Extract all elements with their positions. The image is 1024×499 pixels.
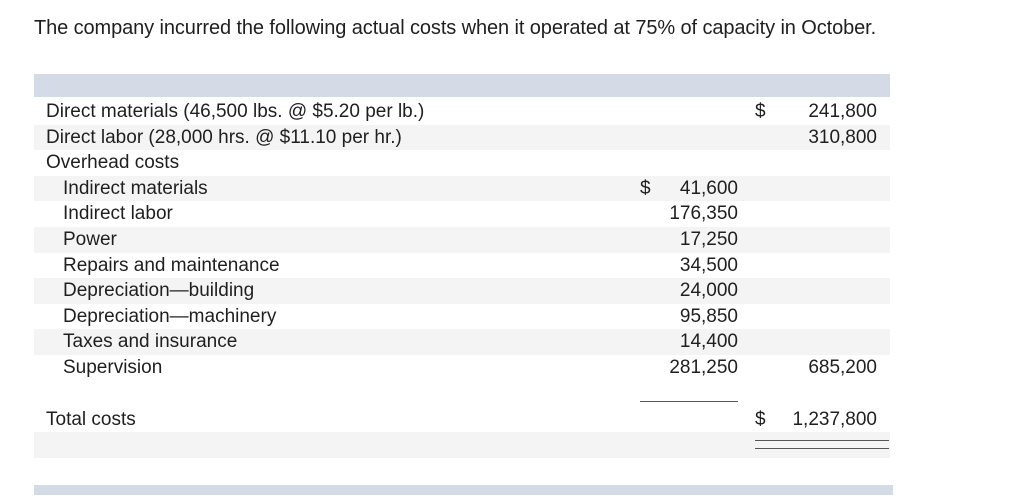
intro-text: The company incurred the following actua… <box>34 17 877 39</box>
total-double-underline-bottom <box>755 447 889 449</box>
row-label: Depreciation—machinery <box>63 305 277 327</box>
table-row-depreciation-building: Depreciation—building 24,000 <box>34 278 890 304</box>
row-label: Taxes and insurance <box>63 331 238 353</box>
total-amount: 1,237,800 <box>792 408 877 430</box>
table-header-band <box>34 74 890 97</box>
table-row-total-costs: Total costs $ 1,237,800 <box>34 407 890 449</box>
row-amount-detail: 34,500 <box>679 254 738 276</box>
table-footer-band <box>34 485 893 495</box>
row-amount-total: 685,200 <box>808 356 877 378</box>
row-label: Repairs and maintenance <box>63 254 280 276</box>
table-row-overhead-heading: Overhead costs <box>34 150 890 176</box>
row-amount-detail: 24,000 <box>679 280 738 302</box>
total-double-underline-top <box>755 439 889 441</box>
subtotal-rule-row <box>34 381 890 407</box>
row-amount-detail: 14,400 <box>679 331 738 353</box>
table-row-taxes-insurance: Taxes and insurance 14,400 <box>34 329 890 355</box>
cost-table: Direct materials (46,500 lbs. @ $5.20 pe… <box>34 74 890 459</box>
currency-symbol: $ <box>755 408 766 430</box>
table-row-direct-materials: Direct materials (46,500 lbs. @ $5.20 pe… <box>34 99 890 125</box>
subtotal-underline <box>640 400 738 402</box>
table-row-direct-labor: Direct labor (28,000 hrs. @ $11.10 per h… <box>34 124 890 151</box>
row-label: Indirect labor <box>63 203 173 225</box>
row-label: Direct materials (46,500 lbs. @ $5.20 pe… <box>46 101 425 122</box>
row-amount-detail: 17,250 <box>679 228 738 250</box>
currency-symbol: $ <box>640 177 651 199</box>
currency-symbol: $ <box>755 101 766 122</box>
row-label: Total costs <box>46 408 136 430</box>
table-bottom-fill <box>34 432 890 459</box>
table-row-indirect-materials: Indirect materials $ 41,600 <box>34 175 890 202</box>
row-label: Direct labor (28,000 hrs. @ $11.10 per h… <box>46 126 402 148</box>
table-row-repairs: Repairs and maintenance 34,500 <box>34 253 890 279</box>
table-row-supervision: Supervision 281,250 685,200 <box>34 355 890 381</box>
row-label: Indirect materials <box>63 177 208 199</box>
row-label: Power <box>63 228 117 250</box>
row-amount-detail: 95,850 <box>679 305 738 327</box>
row-amount-total: 310,800 <box>808 126 877 148</box>
row-label: Depreciation—building <box>63 280 255 302</box>
table-row-power: Power 17,250 <box>34 226 890 253</box>
table-row-indirect-labor: Indirect labor 176,350 <box>34 201 890 227</box>
row-amount-detail: 41,600 <box>679 177 738 199</box>
table-row-depreciation-machinery: Depreciation—machinery 95,850 <box>34 304 890 330</box>
row-amount-total: 241,800 <box>808 101 877 122</box>
row-label: Overhead costs <box>46 152 180 174</box>
row-amount-detail: 176,350 <box>669 203 738 225</box>
row-amount-detail: 281,250 <box>669 356 738 378</box>
row-label: Supervision <box>63 356 163 378</box>
